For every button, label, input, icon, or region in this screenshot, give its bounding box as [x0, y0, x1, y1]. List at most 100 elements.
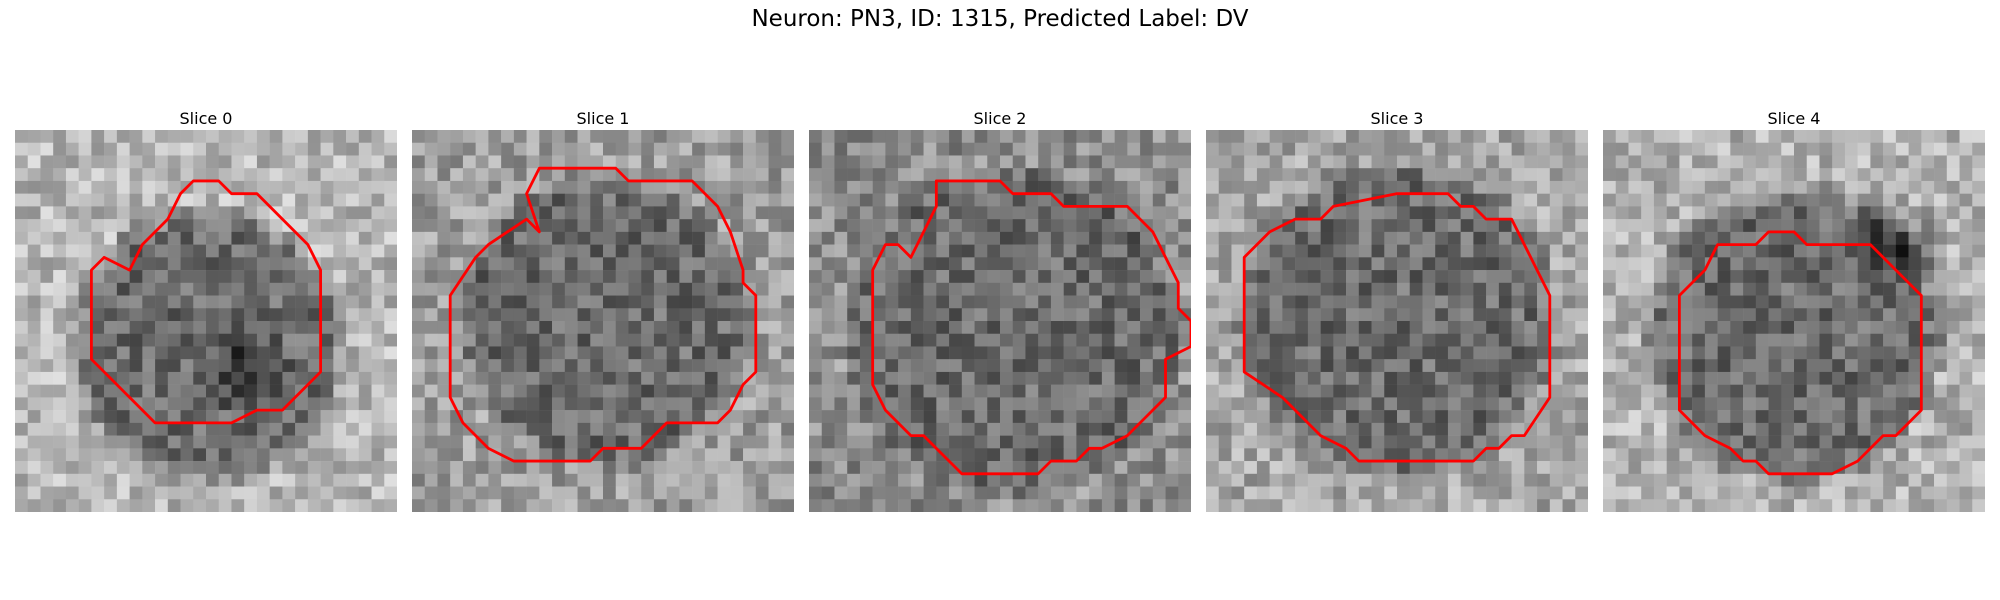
pixel [1511, 282, 1525, 296]
pixel [1679, 219, 1693, 233]
pixel [1653, 142, 1667, 156]
pixel [1152, 422, 1166, 436]
pixel [371, 295, 385, 309]
pixel [1486, 346, 1500, 360]
pixel [1549, 168, 1563, 182]
pixel [1384, 270, 1398, 284]
pixel [1397, 193, 1410, 207]
pixel [1641, 168, 1655, 182]
pixel [15, 359, 28, 373]
pixel [1140, 206, 1154, 220]
pixel [371, 384, 385, 398]
pixel [1165, 461, 1179, 475]
pixel [1692, 244, 1706, 258]
pixel [475, 155, 489, 169]
pixel [1628, 410, 1642, 424]
pixel [450, 359, 464, 373]
pixel [65, 206, 79, 220]
pixel [1371, 346, 1385, 360]
pixel [488, 219, 502, 233]
pixel [1883, 371, 1897, 385]
pixel [821, 486, 835, 500]
pixel [834, 193, 848, 207]
pixel [666, 257, 680, 271]
pixel [781, 359, 794, 373]
pixel [590, 130, 604, 143]
pixel [1307, 384, 1321, 398]
pixel [768, 397, 782, 411]
pixel [1244, 448, 1258, 462]
pixel [1435, 473, 1449, 487]
pixel [307, 180, 321, 194]
pixel [1743, 422, 1757, 436]
pixel [346, 461, 360, 475]
pixel [513, 422, 527, 436]
pixel [974, 410, 988, 424]
pixel [104, 155, 118, 169]
pixel [1231, 219, 1245, 233]
pixel [730, 193, 744, 207]
pixel [1460, 308, 1474, 322]
pixel [1653, 193, 1667, 207]
pixel [1921, 130, 1935, 143]
pixel [1717, 461, 1731, 475]
pixel [641, 461, 655, 475]
pixel [1692, 206, 1706, 220]
pixel [717, 321, 731, 334]
pixel [501, 321, 515, 334]
pixel [1666, 359, 1680, 373]
pixel [1346, 231, 1360, 245]
pixel [1537, 473, 1551, 487]
pixel [1832, 321, 1846, 334]
pixel [1549, 333, 1563, 347]
pixel [1498, 486, 1512, 500]
pixel [898, 448, 912, 462]
pixel [834, 359, 848, 373]
pixel [1152, 206, 1166, 220]
pixel [1256, 333, 1270, 347]
pixel [1806, 499, 1820, 512]
pixel [1498, 219, 1512, 233]
pixel [1844, 282, 1858, 296]
pixel [859, 257, 873, 271]
pixel [577, 142, 591, 156]
pixel [1511, 257, 1525, 271]
pixel [666, 448, 680, 462]
pixel [1000, 231, 1013, 245]
pixel [412, 410, 425, 424]
pixel [231, 486, 245, 500]
pixel [898, 270, 912, 284]
pixel [1000, 270, 1013, 284]
pixel [1038, 257, 1052, 271]
pixel [859, 397, 873, 411]
pixel [1422, 321, 1436, 334]
pixel [1511, 359, 1525, 373]
pixel [1295, 244, 1309, 258]
pixel [1486, 282, 1500, 296]
pixel [666, 244, 680, 258]
pixel [206, 448, 219, 462]
pixel [40, 422, 54, 436]
pixel [768, 486, 782, 500]
pixel [295, 473, 309, 487]
pixel [552, 359, 566, 373]
pixel [142, 180, 156, 194]
pixel [1152, 282, 1166, 296]
pixel [1575, 142, 1588, 156]
pixel [307, 473, 321, 487]
pixel [320, 180, 334, 194]
pixel [1794, 308, 1807, 322]
pixel [475, 130, 489, 143]
pixel [1857, 219, 1871, 233]
pixel [1653, 155, 1667, 169]
pixel [1000, 359, 1013, 373]
pixel [1231, 410, 1245, 424]
pixel [1435, 397, 1449, 411]
pixel [1089, 473, 1103, 487]
pixel [424, 486, 438, 500]
pixel [346, 486, 360, 500]
pixel [1870, 461, 1884, 475]
pixel [256, 257, 270, 271]
pixel [1206, 473, 1219, 487]
pixel [1012, 321, 1026, 334]
